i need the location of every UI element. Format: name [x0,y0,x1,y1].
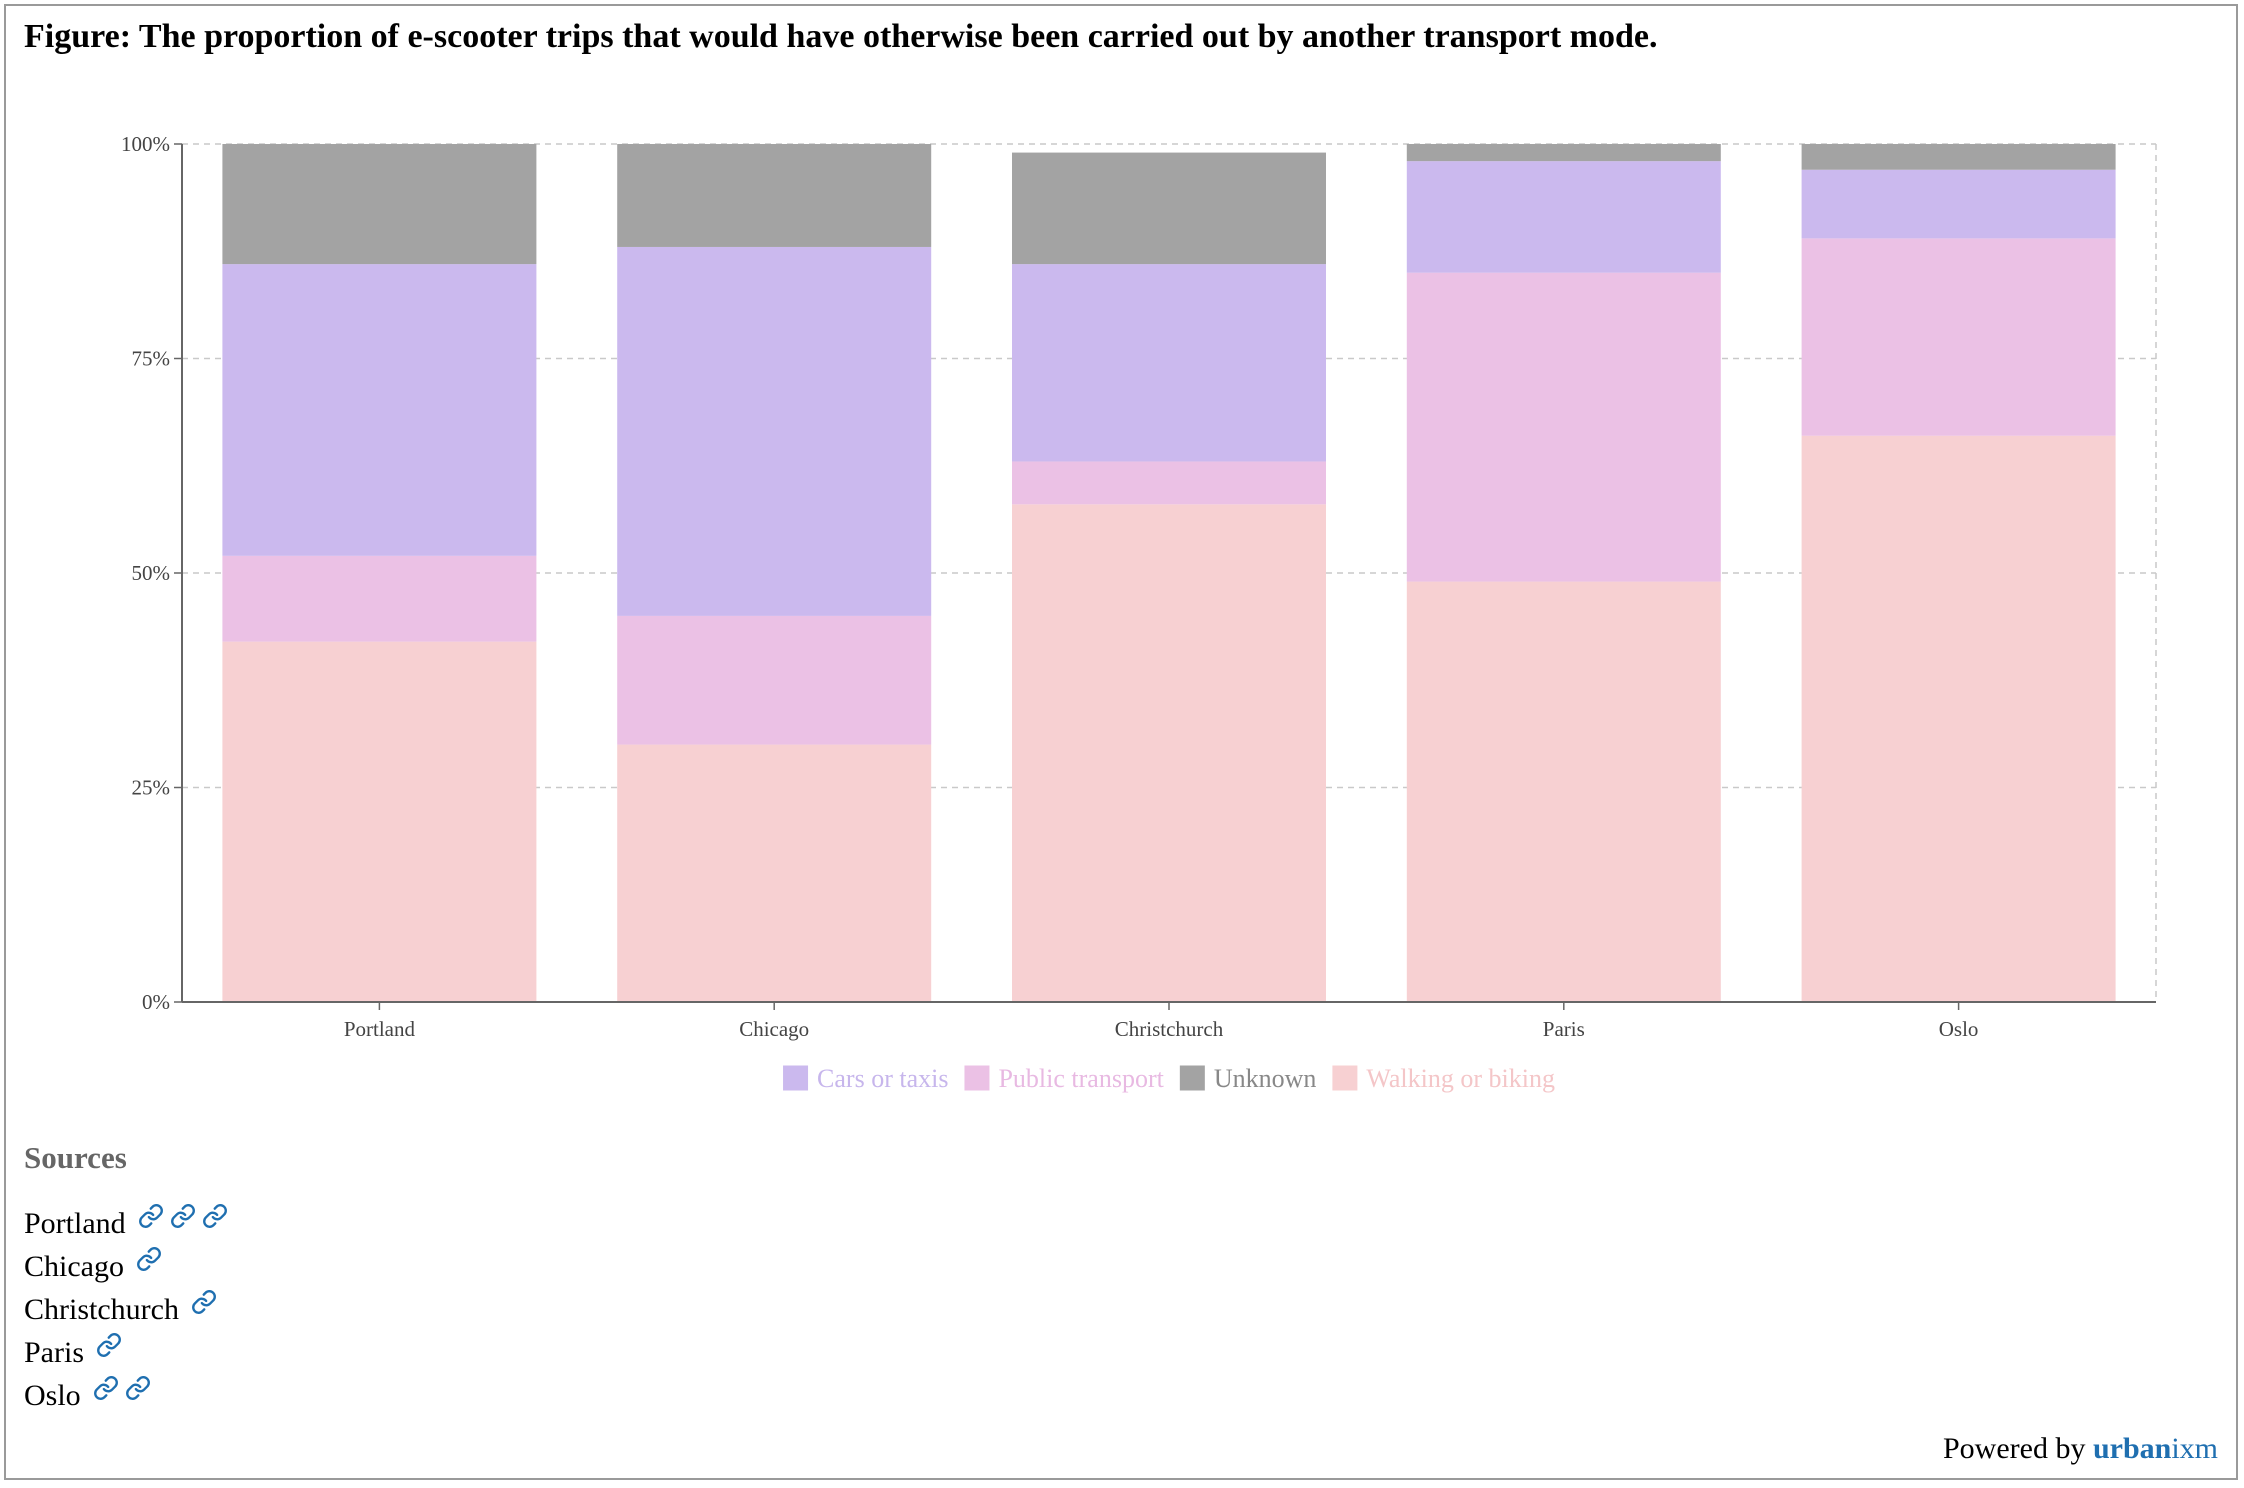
x-tick-label: Paris [1543,1017,1585,1041]
bar-segment [1406,144,1721,162]
link-icon[interactable] [93,1375,119,1401]
bar-segment [1801,144,2116,170]
link-icon[interactable] [125,1375,151,1401]
bar-segment [1012,152,1326,265]
source-row: Oslo [24,1374,234,1417]
bar-segment [1406,161,1721,273]
legend-swatch[interactable] [964,1065,990,1091]
legend-label[interactable]: Unknown [1214,1064,1317,1093]
bar-segment [1801,238,2116,436]
source-label: Christchurch [24,1292,179,1326]
legend-label[interactable]: Cars or taxis [817,1064,948,1093]
bar-segment [222,264,537,556]
brand-name-bold: urban [2092,1432,2172,1465]
link-icon[interactable] [136,1246,162,1272]
source-row: Chicago [24,1245,234,1288]
bar-segment [1801,169,2116,239]
bar-segment [1406,581,1721,1002]
brand-name-rest: ixm [2171,1432,2218,1465]
bar-segment [222,555,537,642]
x-tick-label: Oslo [1939,1017,1979,1041]
powered-by-prefix: Powered by [1942,1432,2086,1465]
y-tick-label: 25% [132,776,171,800]
legend-label[interactable]: Public transport [998,1064,1164,1093]
bar-segment [1801,435,2116,1003]
stacked-bar-chart: 0% 25% 50% 75% 100% Portland Chicago Christchur… [121,132,2157,1093]
bar-segment [1012,264,1326,462]
bar-segment [222,641,537,1002]
link-icon[interactable] [191,1289,217,1315]
powered-by: Powered by urbanixm [1943,1432,2218,1466]
bar-segment [617,744,932,1002]
legend-swatch[interactable] [783,1065,809,1091]
source-links [138,1203,234,1229]
legend-label[interactable]: Walking or biking [1366,1064,1555,1093]
legend-swatch[interactable] [1179,1065,1205,1091]
source-label: Portland [24,1206,126,1240]
x-tick-label: Portland [344,1017,416,1041]
source-label: Paris [24,1335,84,1369]
bar-segment [222,144,537,265]
bar-segment [1406,272,1721,582]
y-tick-label: 0% [142,990,170,1014]
source-row: Portland [24,1202,234,1245]
link-icon[interactable] [170,1203,196,1229]
link-icon[interactable] [138,1203,164,1229]
y-tick-label: 100% [121,132,170,156]
source-label: Oslo [24,1378,81,1412]
bar-segment [617,144,932,247]
source-links [136,1246,168,1272]
source-links [191,1289,223,1315]
source-row: Paris [24,1331,234,1374]
source-links [93,1375,157,1401]
brand-link[interactable]: urbanixm [2093,1432,2218,1465]
y-tick-label: 75% [132,347,171,371]
source-row: Christchurch [24,1288,234,1331]
link-icon[interactable] [96,1332,122,1358]
source-label: Chicago [24,1249,124,1283]
link-icon[interactable] [202,1203,228,1229]
source-links [96,1332,128,1358]
sources-heading: Sources [24,1140,127,1175]
sources-list: Portland Chicago Christchurch Paris Oslo [24,1202,234,1417]
y-tick-label: 50% [132,561,171,585]
legend-swatch[interactable] [1332,1065,1358,1091]
bar-segment [1012,461,1326,505]
bar-segment [617,615,932,745]
bar-segment [617,246,932,616]
x-tick-label: Christchurch [1115,1017,1224,1041]
x-tick-label: Chicago [739,1017,809,1041]
bar-segment [1012,504,1326,1002]
chart-title: Figure: The proportion of e-scooter trip… [24,18,1658,55]
